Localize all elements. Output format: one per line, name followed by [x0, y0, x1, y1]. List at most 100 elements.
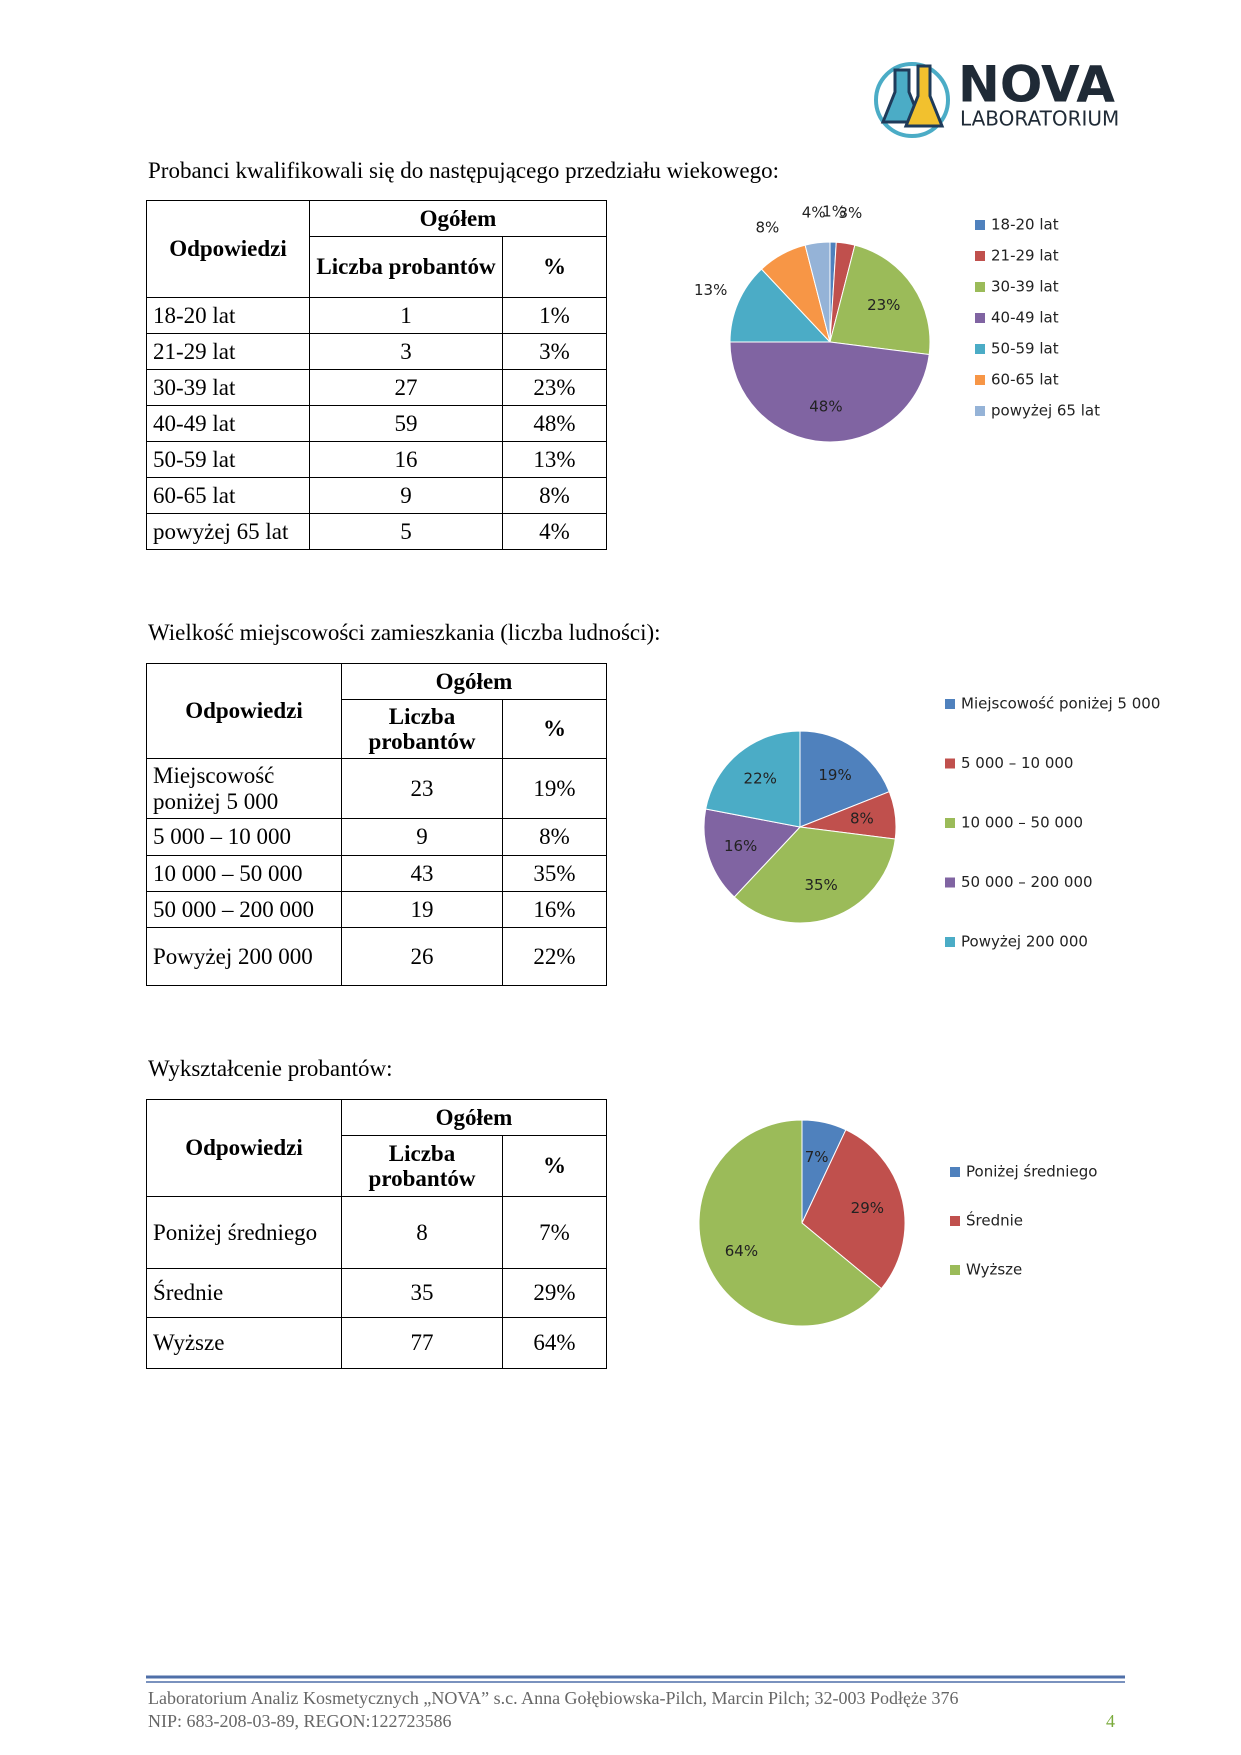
table-cell: 5 000 – 10 000: [146, 818, 342, 856]
table-cell: Poniżej średniego: [146, 1196, 342, 1269]
legend-label: 30-39 lat: [991, 278, 1059, 296]
legend-swatch: [950, 1216, 960, 1226]
table-cell: 3%: [502, 333, 607, 370]
table-cell: 19: [341, 891, 503, 928]
legend-label: 60-65 lat: [991, 371, 1059, 389]
header-row: Odpowiedzi Ogółem: [146, 200, 607, 298]
data-label: 64%: [725, 1242, 758, 1260]
pie-slice: [703, 808, 801, 898]
table-cell: 27: [309, 369, 503, 406]
table-cell: 43: [341, 855, 503, 892]
legend-swatch: [975, 282, 985, 292]
table-cell: 16%: [502, 891, 607, 928]
data-label: 23%: [867, 296, 900, 314]
table-body: Odpowiedzi Ogółem Liczba probantów% Miejsco…: [146, 663, 607, 986]
legend-label: 5 000 – 10 000: [961, 754, 1073, 772]
legend-label: Wyższe: [966, 1261, 1022, 1279]
footer-line: Laboratorium Analiz Kosmetycznych „NOVA”…: [148, 1688, 959, 1708]
header-cell: Liczba probantów: [309, 236, 503, 298]
header-cell: %: [502, 236, 607, 298]
data-label: 19%: [818, 766, 851, 784]
data-label: 8%: [850, 810, 874, 828]
header-cell: Odpowiedzi: [146, 663, 342, 759]
table-row: powyżej 65 lat 5 4%: [146, 513, 607, 550]
table-cell: Wyższe: [146, 1317, 342, 1369]
table-cell: 8%: [502, 818, 607, 856]
legend-label: 21-29 lat: [991, 247, 1059, 265]
table-row: 50 000 – 200 000 19 16%: [146, 891, 607, 928]
table-cell: 9: [341, 818, 503, 856]
pie-slice: [829, 244, 931, 356]
table-cell: 21-29 lat: [146, 333, 310, 370]
legend-label: 50-59 lat: [991, 340, 1059, 358]
logo-subtitle: LABORATORIUM: [960, 107, 1119, 131]
table-cell: 30-39 lat: [146, 369, 310, 406]
table-cell: 9: [309, 477, 503, 514]
data-label: 29%: [851, 1199, 884, 1217]
table-row: Wyższe 77 64%: [146, 1317, 607, 1369]
legend-label: 40-49 lat: [991, 309, 1059, 327]
header-row: Liczba probantów%: [147, 1135, 607, 1197]
table-cell: 40-49 lat: [146, 405, 310, 442]
data-label: 48%: [809, 397, 842, 415]
pie-slice: [729, 268, 832, 343]
header-row: Liczba probantów%: [147, 699, 607, 759]
table-cell: 50-59 lat: [146, 441, 310, 478]
header-row: Odpowiedzi Ogółem: [146, 663, 607, 759]
table-row: 10 000 – 50 000 43 35%: [146, 855, 607, 892]
table-cell: Średnie: [146, 1268, 342, 1318]
legend-swatch: [945, 877, 955, 888]
table-body: Odpowiedzi Ogółem Liczba probantów% 18-20 l…: [146, 200, 607, 550]
table-cell: 10 000 – 50 000: [146, 855, 342, 892]
table-cell: powyżej 65 lat: [146, 513, 310, 550]
table-body: Odpowiedzi Ogółem Liczba probantów% Poniżej…: [146, 1099, 607, 1369]
pie-slice: [698, 1119, 883, 1327]
legend-swatch: [945, 818, 955, 828]
table-row: Poniżej średniego 8 7%: [146, 1196, 607, 1269]
table-cell: 18-20 lat: [146, 297, 310, 334]
table-cell: 8%: [502, 477, 607, 514]
header-cell: %: [502, 1135, 607, 1197]
table-row: 40-49 lat 59 48%: [146, 405, 607, 442]
legend-swatch: [975, 220, 985, 230]
table-cell: 8: [341, 1196, 503, 1269]
table-row: Powyżej 200 000 26 22%: [146, 927, 607, 986]
data-label: 1%: [822, 203, 846, 221]
data-table: Odpowiedzi Ogółem Liczba probantów% Miejsco…: [146, 663, 607, 986]
data-label: 3%: [838, 204, 862, 222]
footer-line: NIP: 683-208-03-89, REGON:122723586: [148, 1711, 452, 1731]
data-table: Odpowiedzi Ogółem Liczba probantów% Poniżej…: [146, 1099, 607, 1369]
header-cell: Ogółem: [309, 200, 607, 237]
header-cell: Liczba probantów: [341, 699, 503, 759]
table-cell: 1: [309, 297, 503, 334]
table-row: 5 000 – 10 000 9 8%: [146, 818, 607, 856]
pie-slice: [705, 730, 801, 828]
legend-label: Średnie: [966, 1211, 1023, 1230]
data-label: 22%: [744, 769, 777, 787]
table-row: 18-20 lat 1 1%: [146, 297, 607, 334]
legend-label: Poniżej średniego: [966, 1163, 1097, 1181]
header-row: Odpowiedzi Ogółem: [146, 1099, 607, 1197]
table-cell: Miejscowość poniżej 5 000: [146, 758, 342, 819]
pie-slice: [729, 341, 930, 443]
header-cell: Odpowiedzi: [146, 200, 310, 298]
table-cell: 5: [309, 513, 503, 550]
data-label: 35%: [804, 876, 837, 894]
header-row: Liczba probantów%: [147, 236, 607, 298]
legend-swatch: [975, 344, 985, 354]
logo-title: NOVA: [958, 56, 1115, 114]
table-cell: 7%: [502, 1196, 607, 1269]
table-cell: 77: [341, 1317, 503, 1369]
legend-label: powyżej 65 lat: [991, 402, 1100, 420]
header-cell: Ogółem: [341, 1099, 607, 1136]
logo-ring: [874, 62, 950, 138]
data-label: 13%: [694, 281, 727, 299]
table-cell: 64%: [502, 1317, 607, 1369]
pie-slice: [799, 730, 890, 828]
table-cell: Powyżej 200 000: [146, 927, 342, 986]
section-heading: Probanci kwalifikowali się do następując…: [148, 158, 780, 183]
table-cell: 35%: [502, 855, 607, 892]
data-label: 4%: [802, 204, 826, 222]
table-cell: 23%: [502, 369, 607, 406]
